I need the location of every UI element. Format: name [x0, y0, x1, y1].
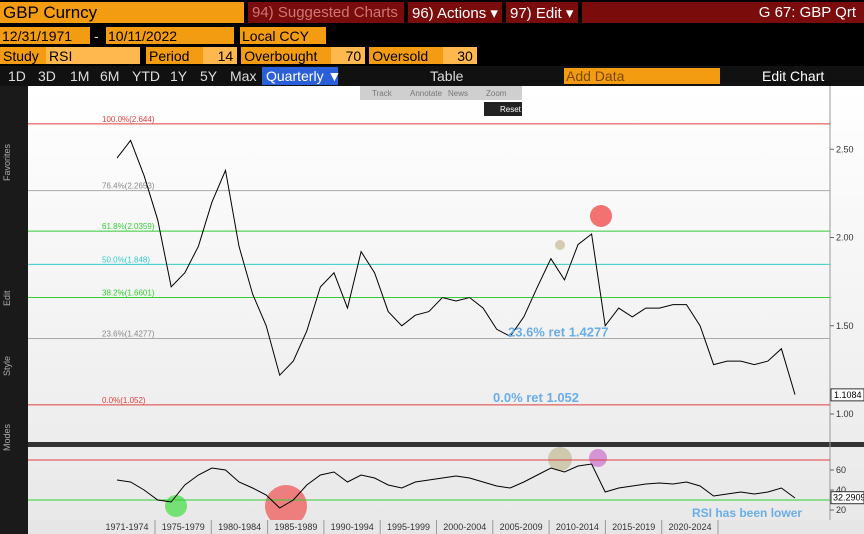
plot-background	[28, 86, 864, 534]
x-tick-label: 1990-1994	[331, 522, 374, 532]
rsi-line	[116, 463, 796, 509]
highlight	[590, 205, 612, 227]
period-button[interactable]: 5Y	[200, 68, 218, 84]
security-input[interactable]: GBP Curncy	[0, 2, 244, 23]
fib-label: 23.6%(1.4277)	[102, 330, 155, 339]
tool-button[interactable]: Annotate	[410, 89, 443, 98]
toolbar: 1D 3D 1M 6M YTD 1Y 5Y Max Quarterly ▼ Table Add…	[0, 66, 864, 86]
x-tick-label: 1985-1989	[274, 522, 317, 532]
tool-button[interactable]: Zoom	[486, 89, 507, 98]
side-label: Favorites	[2, 143, 12, 181]
period-button[interactable]: 1M	[70, 68, 90, 84]
rsi-last-label: 32.2909	[833, 493, 864, 503]
period-button[interactable]: 1D	[8, 68, 26, 84]
highlight	[555, 240, 565, 250]
menu-button[interactable]: 96) Actions ▾	[408, 2, 502, 23]
last-price-label: 1.1084	[834, 390, 862, 400]
reset-label: Reset	[500, 105, 522, 114]
currency-select[interactable]: Local CCY	[240, 27, 326, 44]
rsi-tick-label: 20	[836, 505, 846, 515]
x-tick-label: 2010-2014	[556, 522, 599, 532]
highlight	[165, 495, 187, 517]
study-name[interactable]: RSI	[46, 47, 140, 64]
rsi-tick-label: 40	[836, 485, 846, 495]
range-bar: 12/31/1971 - 10/11/2022 Local CCY	[0, 26, 864, 45]
start-date[interactable]: 12/31/1971	[0, 27, 90, 44]
field-label: Oversold	[369, 47, 443, 64]
price-line	[116, 139, 796, 395]
menu-button[interactable]: 97) Edit ▾	[506, 2, 578, 23]
table-button[interactable]: Table	[430, 68, 464, 84]
annotation: 23.6% ret 1.4277	[508, 325, 608, 340]
end-date[interactable]: 10/11/2022	[106, 27, 234, 44]
rsi-last-box	[830, 491, 864, 505]
x-tick-label: 2015-2019	[612, 522, 655, 532]
fib-label: 100.0%(2.644)	[102, 115, 155, 124]
last-price-box	[830, 388, 864, 402]
annotation: 0.0% ret 1.052	[493, 390, 579, 405]
field-label: Overbought	[241, 47, 332, 64]
fib-label: 50.0%(1.848)	[102, 255, 150, 264]
frequency-select[interactable]: Quarterly ▼	[262, 67, 341, 85]
add-data-input[interactable]: Add Data	[564, 68, 720, 84]
side-label: Edit	[2, 290, 12, 306]
x-tick-label: 2000-2004	[443, 522, 486, 532]
period-button[interactable]: 3D	[38, 68, 56, 84]
tool-button[interactable]: Track	[372, 89, 393, 98]
side-label: Modes	[2, 423, 12, 451]
fib-label: 61.8%(2.0359)	[102, 222, 155, 231]
period-button[interactable]: 1Y	[170, 68, 188, 84]
tool-button[interactable]: News	[448, 89, 468, 98]
field-value[interactable]: 14	[203, 47, 238, 64]
period-button[interactable]: YTD	[132, 68, 160, 84]
y-tick-label: 1.50	[836, 321, 854, 331]
x-tick-label: 1995-1999	[387, 522, 430, 532]
highlight	[548, 447, 572, 471]
highlight	[589, 449, 607, 467]
chart: Track Annotate News Zoom Reset Favorites Edit S…	[0, 86, 864, 534]
x-tick-label: 1971-1974	[105, 522, 148, 532]
reset-button	[484, 102, 522, 116]
study-label: Study	[0, 47, 46, 64]
field-value[interactable]: 30	[442, 47, 477, 64]
side-label: Style	[2, 356, 12, 376]
panel-divider	[28, 442, 864, 447]
highlight	[265, 485, 307, 527]
y-tick-label: 2.00	[836, 233, 854, 243]
x-axis-band	[28, 520, 864, 534]
fib-label: 0.0%(1.052)	[102, 396, 146, 405]
study-bar: Study RSI Period 14 Overbought 70 Oversold 30	[0, 46, 864, 65]
edit-chart-button[interactable]: Edit Chart	[762, 68, 825, 84]
y-tick-label: 2.50	[836, 144, 854, 154]
side-toolbar	[0, 86, 28, 534]
rsi-tick-label: 60	[836, 465, 846, 475]
x-tick-label: 1980-1984	[218, 522, 261, 532]
period-button[interactable]: 6M	[100, 68, 120, 84]
period-button[interactable]: Max	[230, 68, 257, 84]
field-value[interactable]: 70	[331, 47, 366, 64]
x-tick-label: 2020-2024	[668, 522, 711, 532]
field-label: Period	[146, 47, 204, 64]
annotation: RSI has been lower	[692, 506, 802, 520]
x-tick-label: 2005-2009	[500, 522, 543, 532]
function-title: G 67: GBP Qrt	[582, 2, 864, 23]
fib-label: 38.2%(1.6601)	[102, 288, 155, 297]
x-tick-label: 1975-1979	[162, 522, 205, 532]
fib-label: 76.4%(2.2653)	[102, 182, 155, 191]
tool-palette	[360, 86, 522, 100]
title-bar: GBP Curncy 94) Suggested Charts 96) Acti…	[0, 0, 864, 25]
y-tick-label: 1.00	[836, 409, 854, 419]
date-separator: -	[94, 27, 99, 44]
menu-button[interactable]: 94) Suggested Charts	[248, 2, 404, 23]
